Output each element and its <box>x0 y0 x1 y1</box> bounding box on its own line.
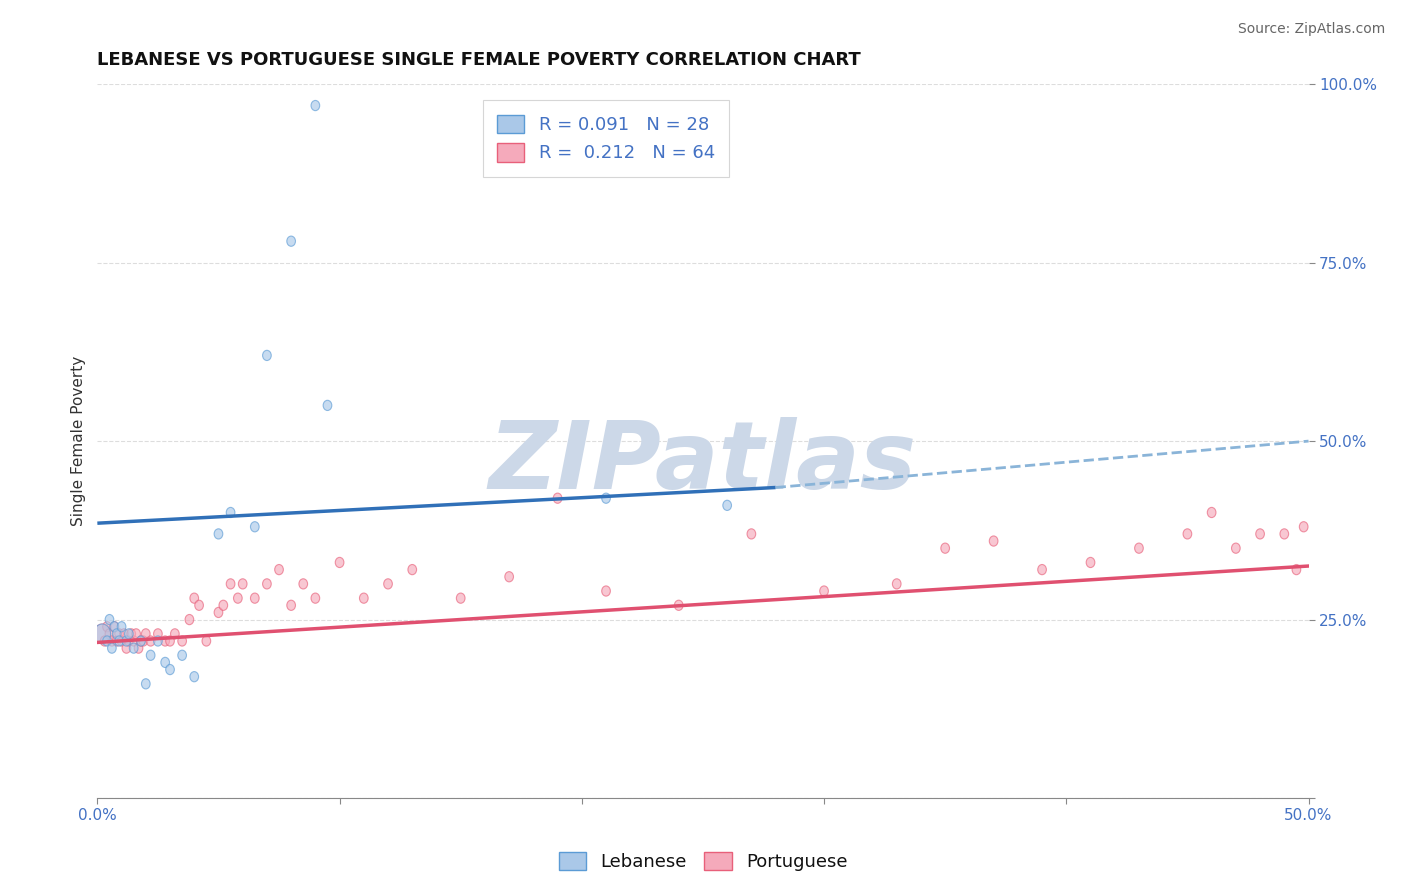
Ellipse shape <box>110 622 118 632</box>
Ellipse shape <box>250 522 259 532</box>
Ellipse shape <box>120 629 128 639</box>
Ellipse shape <box>1208 508 1216 517</box>
Ellipse shape <box>146 636 155 646</box>
Ellipse shape <box>602 493 610 503</box>
Ellipse shape <box>214 607 222 617</box>
Ellipse shape <box>190 672 198 681</box>
Legend: Lebanese, Portuguese: Lebanese, Portuguese <box>551 845 855 879</box>
Ellipse shape <box>675 600 683 610</box>
Ellipse shape <box>105 615 114 624</box>
Ellipse shape <box>110 622 118 632</box>
Ellipse shape <box>287 236 295 246</box>
Ellipse shape <box>384 579 392 589</box>
Ellipse shape <box>142 629 150 639</box>
Ellipse shape <box>132 629 141 639</box>
Ellipse shape <box>195 600 204 610</box>
Ellipse shape <box>1232 543 1240 553</box>
Ellipse shape <box>142 679 150 689</box>
Ellipse shape <box>311 101 319 111</box>
Ellipse shape <box>1087 558 1095 567</box>
Ellipse shape <box>263 351 271 360</box>
Ellipse shape <box>360 593 368 603</box>
Ellipse shape <box>134 643 143 653</box>
Ellipse shape <box>117 622 127 632</box>
Ellipse shape <box>100 636 108 646</box>
Ellipse shape <box>250 593 259 603</box>
Ellipse shape <box>115 629 124 639</box>
Ellipse shape <box>166 636 174 646</box>
Ellipse shape <box>457 593 465 603</box>
Ellipse shape <box>94 624 111 644</box>
Ellipse shape <box>214 529 222 539</box>
Ellipse shape <box>820 586 828 596</box>
Ellipse shape <box>323 401 332 410</box>
Ellipse shape <box>941 543 949 553</box>
Ellipse shape <box>136 636 145 646</box>
Ellipse shape <box>1279 529 1289 539</box>
Ellipse shape <box>107 643 117 653</box>
Ellipse shape <box>990 536 998 546</box>
Ellipse shape <box>136 636 145 646</box>
Ellipse shape <box>893 579 901 589</box>
Ellipse shape <box>1299 522 1308 532</box>
Ellipse shape <box>115 636 124 646</box>
Y-axis label: Single Female Poverty: Single Female Poverty <box>72 356 86 526</box>
Ellipse shape <box>219 600 228 610</box>
Legend: R = 0.091   N = 28, R =  0.212   N = 64: R = 0.091 N = 28, R = 0.212 N = 64 <box>482 100 730 177</box>
Ellipse shape <box>408 565 416 574</box>
Ellipse shape <box>263 579 271 589</box>
Ellipse shape <box>129 636 138 646</box>
Ellipse shape <box>122 643 131 653</box>
Ellipse shape <box>125 636 134 646</box>
Text: Source: ZipAtlas.com: Source: ZipAtlas.com <box>1237 22 1385 37</box>
Ellipse shape <box>747 529 755 539</box>
Ellipse shape <box>105 629 114 639</box>
Ellipse shape <box>335 558 344 567</box>
Ellipse shape <box>112 636 121 646</box>
Ellipse shape <box>602 586 610 596</box>
Ellipse shape <box>103 622 111 632</box>
Ellipse shape <box>153 629 162 639</box>
Ellipse shape <box>186 615 194 624</box>
Ellipse shape <box>1256 529 1264 539</box>
Ellipse shape <box>202 636 211 646</box>
Ellipse shape <box>160 636 170 646</box>
Ellipse shape <box>1182 529 1192 539</box>
Ellipse shape <box>177 636 187 646</box>
Ellipse shape <box>505 572 513 582</box>
Text: ZIPatlas: ZIPatlas <box>489 417 917 508</box>
Ellipse shape <box>117 636 127 646</box>
Ellipse shape <box>139 636 148 646</box>
Text: LEBANESE VS PORTUGUESE SINGLE FEMALE POVERTY CORRELATION CHART: LEBANESE VS PORTUGUESE SINGLE FEMALE POV… <box>97 51 860 69</box>
Ellipse shape <box>129 643 138 653</box>
Ellipse shape <box>107 636 117 646</box>
Ellipse shape <box>122 636 131 646</box>
Ellipse shape <box>226 508 235 517</box>
Ellipse shape <box>274 565 284 574</box>
Ellipse shape <box>166 665 174 674</box>
Ellipse shape <box>233 593 242 603</box>
Ellipse shape <box>287 600 295 610</box>
Ellipse shape <box>112 629 121 639</box>
Ellipse shape <box>103 636 111 646</box>
Ellipse shape <box>239 579 247 589</box>
Ellipse shape <box>170 629 179 639</box>
Ellipse shape <box>554 493 562 503</box>
Ellipse shape <box>127 629 135 639</box>
Ellipse shape <box>94 624 111 644</box>
Ellipse shape <box>177 650 187 660</box>
Ellipse shape <box>146 650 155 660</box>
Ellipse shape <box>160 657 170 667</box>
Ellipse shape <box>190 593 198 603</box>
Ellipse shape <box>311 593 319 603</box>
Ellipse shape <box>1038 565 1046 574</box>
Ellipse shape <box>1135 543 1143 553</box>
Ellipse shape <box>153 636 162 646</box>
Ellipse shape <box>1292 565 1301 574</box>
Ellipse shape <box>299 579 308 589</box>
Ellipse shape <box>125 629 134 639</box>
Ellipse shape <box>723 500 731 510</box>
Ellipse shape <box>226 579 235 589</box>
